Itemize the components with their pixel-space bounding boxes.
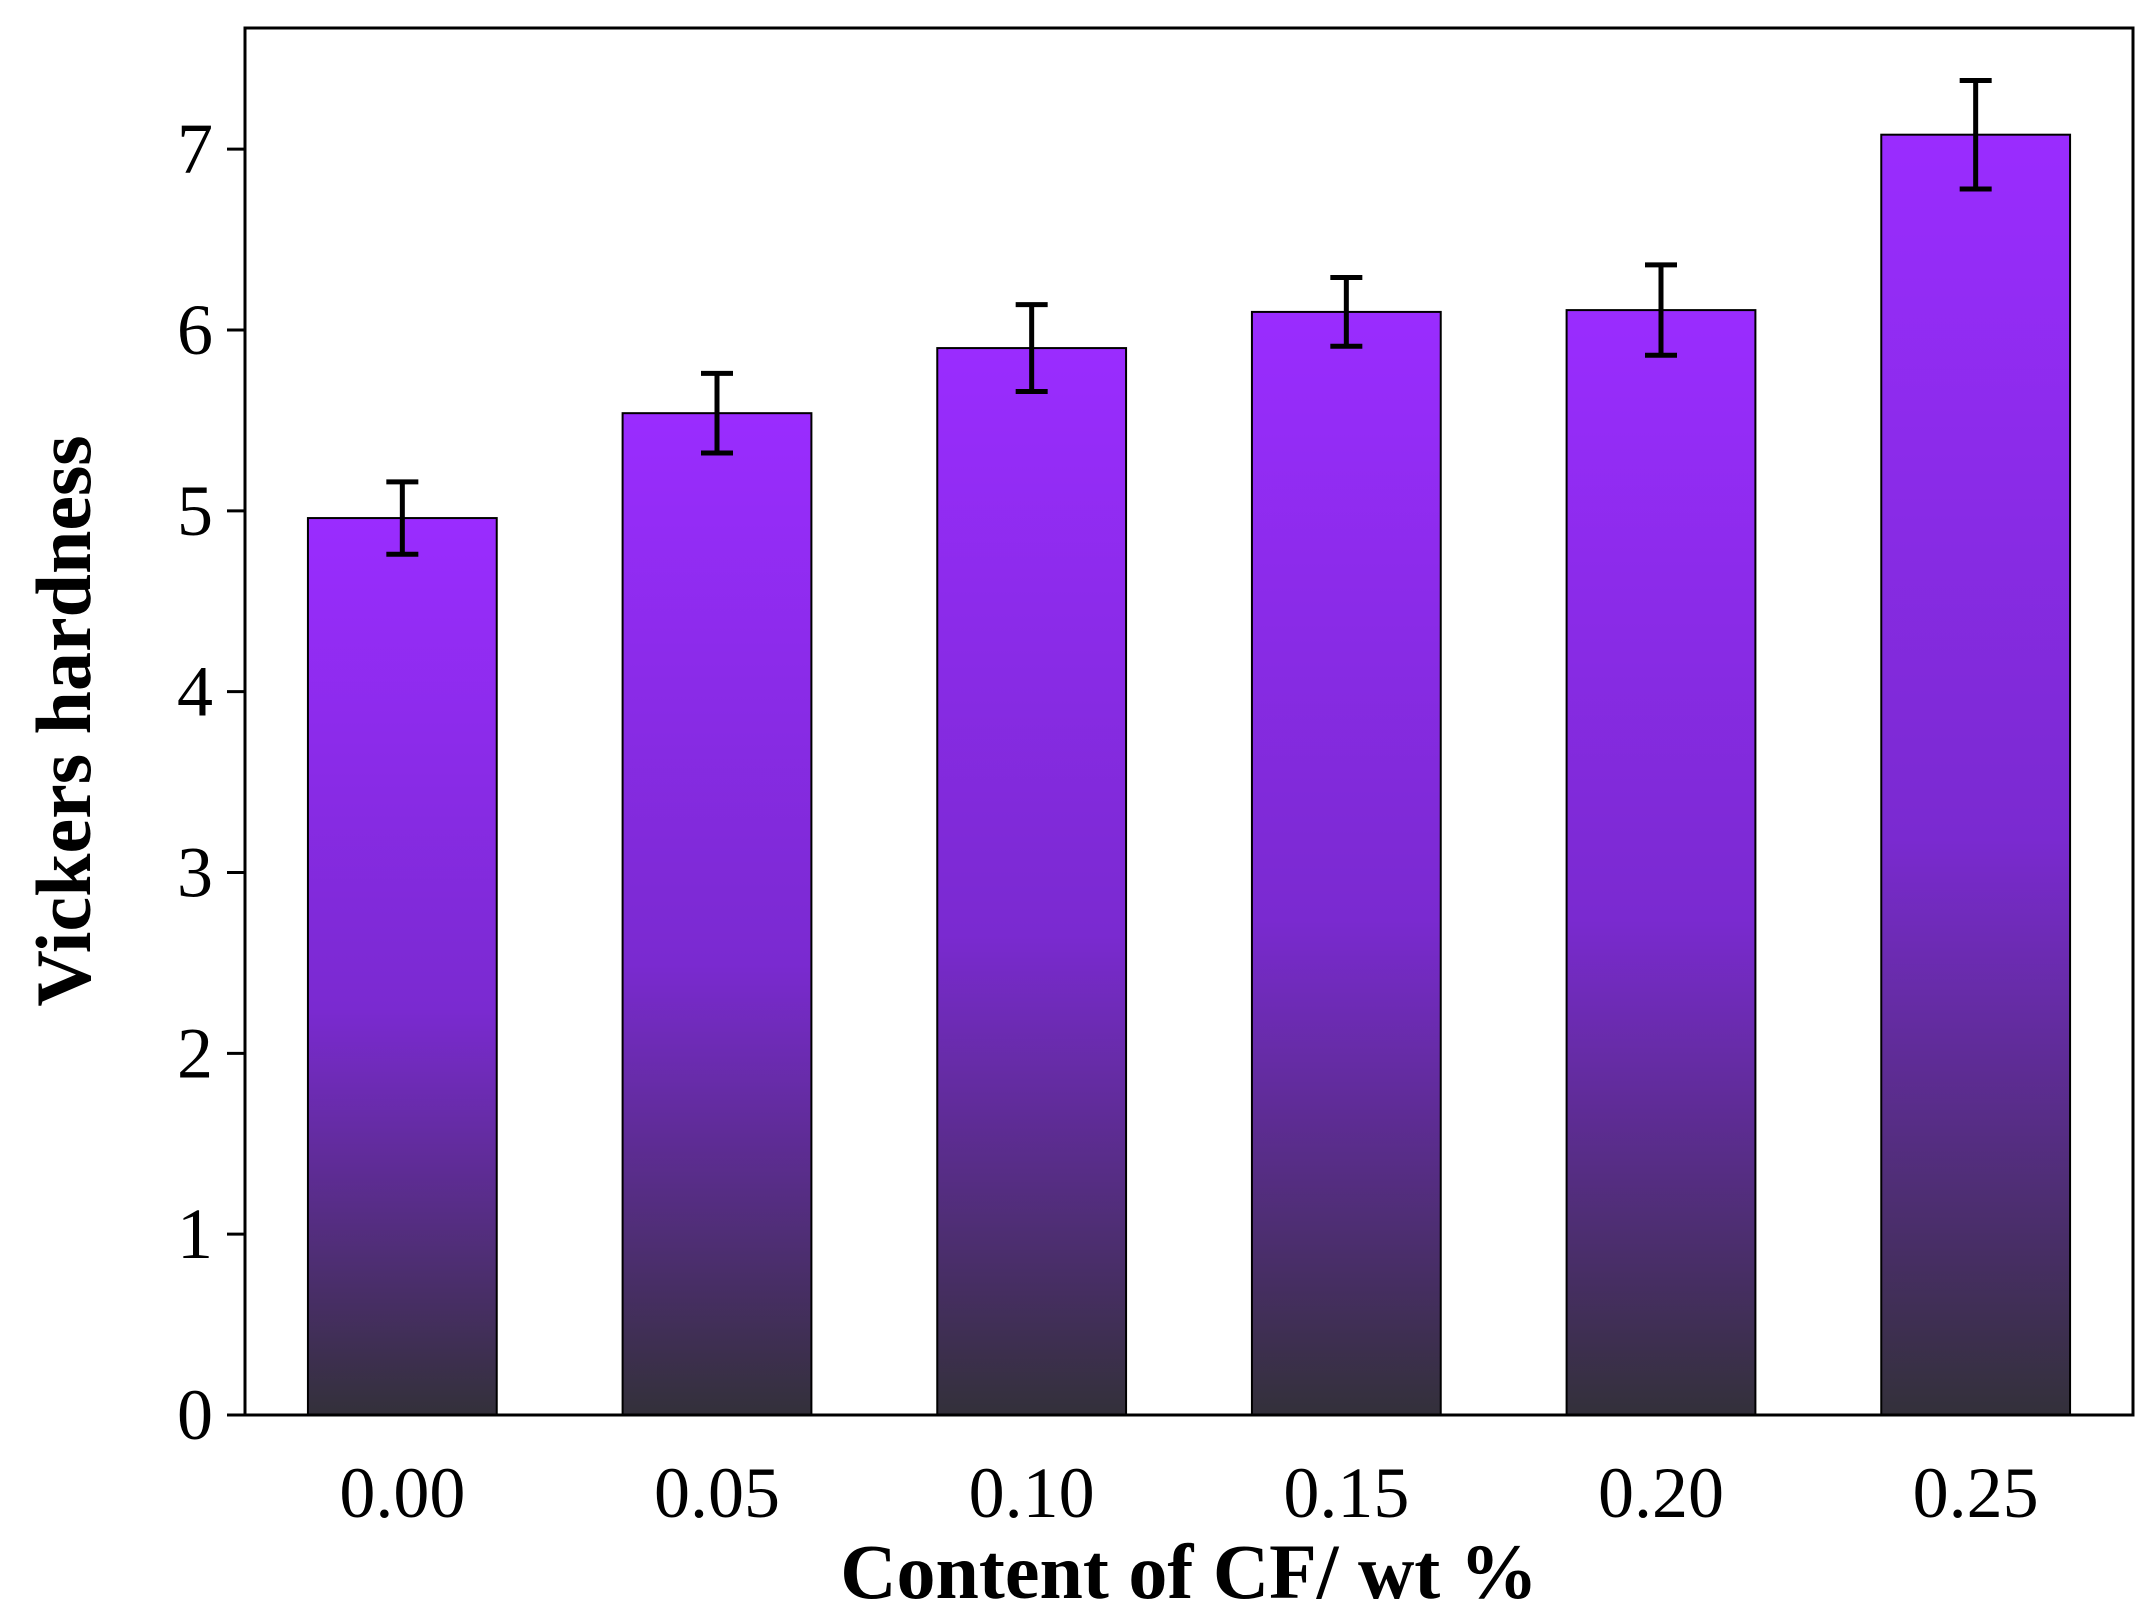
x-tick-label: 0.15 [1283, 1453, 1409, 1533]
error-bar-0.10 [1015, 302, 1048, 394]
bars-layer [306, 133, 2072, 1417]
x-tick-label: 0.25 [1913, 1453, 2039, 1533]
y-tick-label: 4 [177, 652, 213, 732]
y-axis-title: Vickers hardness [20, 435, 107, 1006]
x-tick-label: 0.05 [654, 1453, 780, 1533]
x-axis-title: Content of CF/ wt % [840, 1528, 1538, 1615]
bar-0.25 [1880, 133, 2072, 1417]
bar-0.20 [1565, 309, 1757, 1416]
x-tick-label: 0.00 [339, 1453, 465, 1533]
error-bars-layer [386, 77, 1992, 557]
y-tick-label: 6 [177, 290, 213, 370]
y-tick-label: 0 [177, 1375, 213, 1455]
error-bar-0.15 [1330, 275, 1363, 349]
bar-0.00 [306, 517, 498, 1416]
error-bar-0.00 [386, 479, 419, 557]
y-axis: 0 1 2 3 4 5 6 7 [177, 109, 245, 1455]
bar-0.15 [1250, 310, 1442, 1416]
error-bar-0.05 [701, 370, 733, 456]
y-tick-label: 1 [177, 1194, 213, 1274]
plot-frame [243, 26, 2135, 1417]
bar-0.05 [621, 412, 813, 1416]
x-tick-label: 0.10 [969, 1453, 1095, 1533]
y-tick-label: 7 [177, 109, 213, 189]
y-tick-label: 5 [177, 471, 213, 551]
error-bar-0.25 [1959, 77, 1992, 192]
y-tick-label: 3 [177, 832, 213, 912]
error-bar-0.20 [1645, 262, 1677, 358]
bar-0.10 [936, 347, 1128, 1417]
x-axis: 0.00 0.05 0.10 0.15 0.20 0.25 [339, 1453, 2038, 1533]
y-tick-label: 2 [177, 1013, 213, 1093]
x-tick-label: 0.20 [1598, 1453, 1724, 1533]
